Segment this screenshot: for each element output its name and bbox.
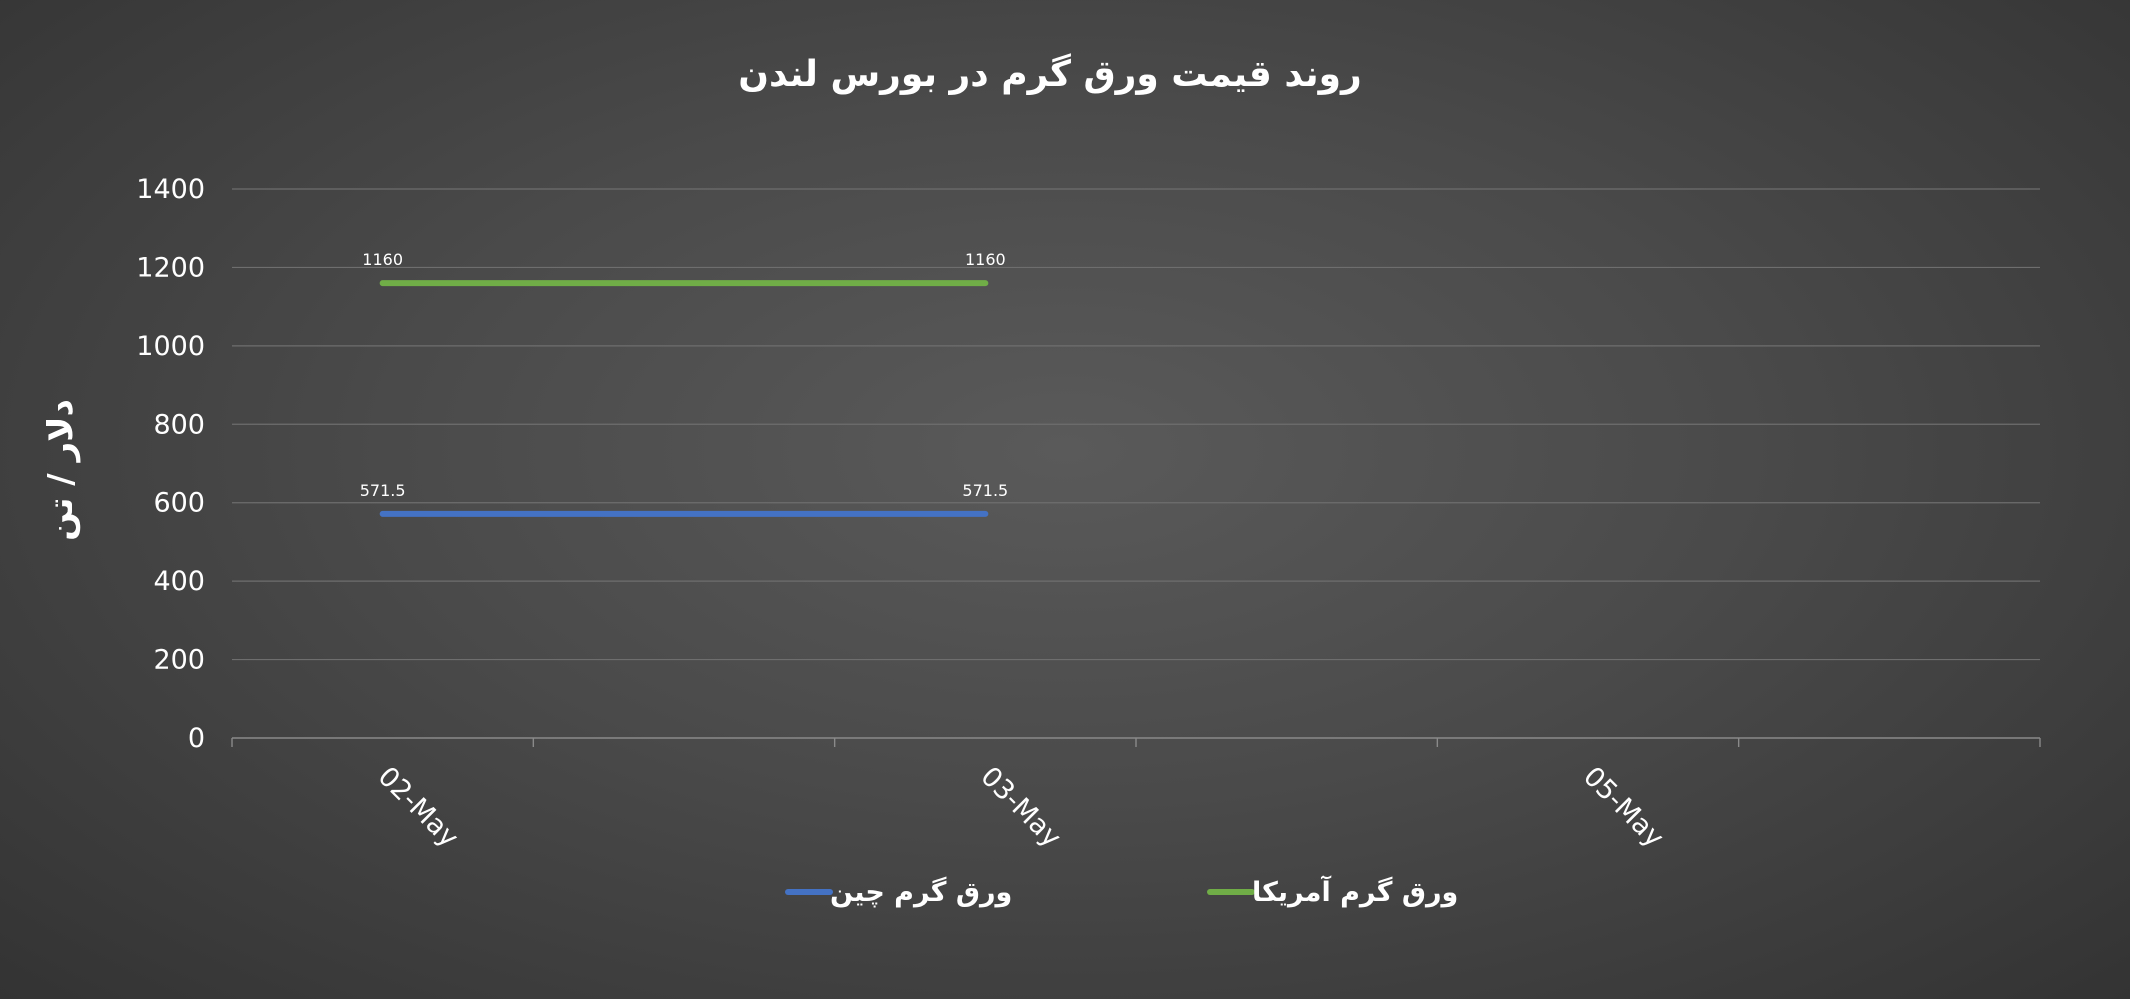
y-tick-label: 400: [153, 566, 205, 597]
chart-title: روند قیمت ورق گرم در بورس لندن: [738, 53, 1362, 95]
data-label: 571.5: [360, 481, 406, 500]
y-tick-label: 800: [153, 409, 205, 440]
y-tick-label: 200: [153, 645, 205, 676]
x-axis: 02-May 03-May 05-May: [231, 737, 2041, 854]
y-tick-label: 1400: [136, 174, 205, 205]
legend-label: ورق گرم چین: [830, 876, 1012, 908]
y-tick-label: 0: [188, 723, 205, 754]
data-label: 571.5: [962, 481, 1008, 500]
legend-item: ورق گرم چین: [785, 876, 1012, 908]
x-tick-label: 03-May: [974, 761, 1067, 854]
data-label: 1160: [362, 250, 403, 269]
gridlines: [232, 188, 2040, 661]
y-tick-label: 1000: [136, 331, 205, 362]
y-tick-label: 1200: [136, 252, 205, 283]
legend-item: ورق گرم آمریکا: [1207, 875, 1458, 908]
series-lines: [379, 280, 989, 517]
legend-label: ورق گرم آمریکا: [1252, 875, 1458, 908]
y-tick-label: 600: [153, 488, 205, 519]
y-axis-label: دلار / تن: [41, 399, 81, 541]
data-labels: 571.5 571.5 1160 1160: [360, 250, 1008, 500]
data-label: 1160: [965, 250, 1006, 269]
legend: ورق گرم چین ورق گرم آمریکا: [785, 875, 1458, 908]
x-tick-label: 02-May: [372, 761, 465, 854]
y-axis-ticks: 0 200 400 600 800 1000 1200 1400: [136, 174, 205, 754]
x-tick-label: 05-May: [1577, 761, 1670, 854]
